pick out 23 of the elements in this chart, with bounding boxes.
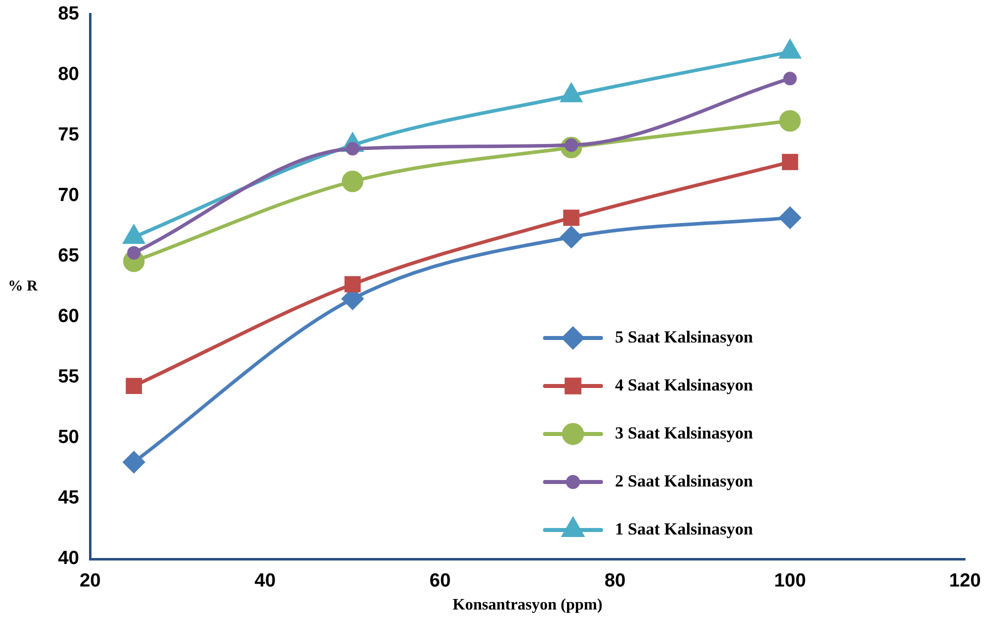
legend-label: 3 Saat Kalsinasyon (615, 423, 754, 442)
legend-label: 5 Saat Kalsinasyon (615, 327, 754, 346)
x-axis-title: Konsantrasyon (ppm) (452, 596, 602, 614)
y-tick-label: 45 (58, 488, 80, 509)
x-tick-label: 20 (80, 570, 101, 592)
x-tick-label: 40 (254, 570, 276, 592)
y-axis-title: % R (8, 278, 38, 295)
y-tick-label: 40 (58, 548, 80, 570)
y-tick-label: 70 (58, 185, 80, 206)
x-tick-label: 60 (430, 570, 451, 592)
legend-label: 1 Saat Kalsinasyon (615, 519, 754, 538)
legend-label: 4 Saat Kalsinasyon (615, 375, 754, 394)
y-tick-label: 75 (58, 124, 80, 146)
y-tick-label: 65 (58, 246, 80, 267)
x-tick-label: 80 (604, 570, 626, 592)
y-tick-label: 85 (58, 4, 80, 25)
x-tick-label: 100 (774, 570, 806, 592)
y-tick-label: 55 (58, 366, 80, 388)
legend-label: 2 Saat Kalsinasyon (615, 471, 754, 490)
y-tick-label: 50 (58, 427, 80, 448)
y-tick-label: 80 (58, 64, 80, 86)
y-tick-label: 60 (58, 306, 80, 328)
x-tick-label: 120 (949, 570, 981, 592)
